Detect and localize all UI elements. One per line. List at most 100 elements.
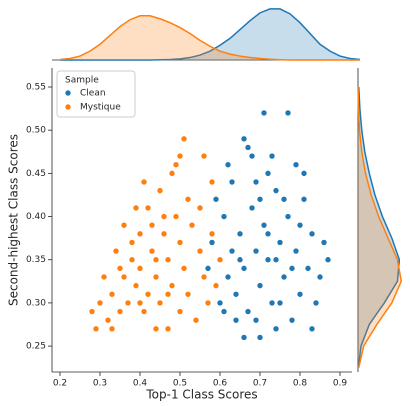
x-tick-label: 0.6: [213, 379, 228, 389]
scatter-point: [256, 195, 264, 203]
scatter-point: [288, 265, 296, 272]
x-tick-label: 0.8: [293, 379, 308, 389]
scatter-point: [204, 265, 212, 272]
scatter-point: [156, 299, 164, 307]
scatter-point: [312, 299, 320, 307]
scatter-point: [240, 135, 248, 143]
scatter-point: [252, 316, 260, 324]
scatter-point: [252, 247, 260, 255]
scatter-point: [324, 256, 332, 264]
right-kde-area: [358, 87, 400, 368]
scatter-point: [212, 282, 220, 289]
scatter-point: [244, 144, 252, 151]
top-kde-area: [60, 15, 360, 60]
x-tick-label: 0.9: [333, 379, 348, 389]
scatter-point: [152, 273, 160, 281]
scatter-point: [308, 230, 316, 238]
scatter-point: [196, 204, 204, 212]
scatter-point: [256, 282, 264, 289]
scatter-point: [280, 195, 288, 203]
y-axis-label: Second-highest Class Scores: [7, 134, 21, 306]
scatter-point: [132, 204, 140, 212]
scatter-point: [244, 308, 252, 315]
y-tick-label: 0.55: [26, 83, 46, 93]
scatter-point: [164, 325, 172, 333]
scatter-point: [212, 195, 220, 203]
scatter-point: [288, 316, 296, 324]
scatter-point: [136, 230, 144, 238]
scatter-point: [100, 273, 108, 281]
top-kde-area: [60, 8, 360, 60]
scatter-point: [272, 256, 280, 264]
scatter-point: [300, 170, 308, 177]
scatter-point: [92, 325, 100, 333]
scatter-point: [208, 230, 216, 238]
scatter-point: [256, 334, 264, 341]
scatter-point: [192, 316, 200, 324]
scatter-point: [168, 170, 176, 177]
scatter-point: [248, 204, 256, 212]
scatter-point: [136, 299, 144, 307]
scatter-point: [268, 152, 276, 160]
scatter-point: [180, 135, 188, 143]
scatter-point: [208, 178, 216, 186]
right-kde-line: [357, 86, 401, 368]
scatter-point: [160, 213, 168, 220]
scatter-point: [148, 247, 156, 255]
scatter-point: [232, 316, 240, 324]
scatter-point: [284, 213, 292, 220]
y-tick-label: 0.35: [26, 255, 46, 265]
scatter-point: [248, 152, 256, 160]
scatter-point: [96, 299, 104, 307]
top-kde-line: [59, 15, 360, 61]
scatter-point: [316, 273, 324, 281]
scatter-point: [180, 265, 188, 272]
scatter-point: [240, 334, 248, 341]
scatter-point: [120, 221, 128, 229]
scatter-point: [296, 221, 304, 229]
scatter-point: [200, 273, 208, 281]
scatter-point: [132, 282, 140, 289]
scatter-point: [136, 265, 144, 272]
y-tick-label: 0.40: [26, 212, 46, 222]
x-tick-label: 0.5: [173, 379, 187, 389]
scatter-point: [196, 247, 204, 255]
legend-title: Sample: [65, 76, 99, 86]
scatter-point: [236, 256, 244, 264]
scatter-point: [140, 308, 148, 315]
scatter-point: [292, 247, 300, 255]
scatter-point: [216, 256, 224, 264]
scatter-point: [252, 178, 260, 186]
scatter-point: [276, 299, 284, 307]
scatter-point: [272, 187, 280, 194]
top-kde-line: [60, 8, 361, 61]
y-tick-label: 0.25: [26, 342, 46, 352]
scatter-point: [128, 256, 136, 264]
scatter-point: [272, 325, 280, 333]
scatter-point: [176, 152, 184, 160]
scatter-point: [260, 109, 268, 117]
legend-marker: [64, 103, 72, 111]
scatter-point: [144, 204, 152, 212]
scatter-point: [320, 239, 328, 246]
right-kde-area: [358, 87, 402, 368]
scatter-point: [176, 308, 184, 315]
scatter-point: [260, 221, 268, 229]
x-tick-label: 0.4: [133, 379, 148, 389]
scatter-point: [232, 290, 240, 298]
scatter-point: [224, 273, 232, 281]
scatter-point: [308, 325, 316, 333]
scatter-point: [300, 195, 308, 203]
scatter-point: [108, 290, 116, 298]
scatter-point: [144, 290, 152, 298]
scatter-point: [172, 161, 180, 169]
scatter-point: [160, 230, 168, 238]
scatter-point: [296, 290, 304, 298]
scatter-point: [184, 290, 192, 298]
scatter-point: [164, 290, 172, 298]
scatter-point: [120, 273, 128, 281]
scatter-point: [208, 239, 216, 246]
scatter-point: [140, 178, 148, 186]
scatter-point: [116, 308, 124, 315]
scatter-point: [88, 308, 96, 315]
